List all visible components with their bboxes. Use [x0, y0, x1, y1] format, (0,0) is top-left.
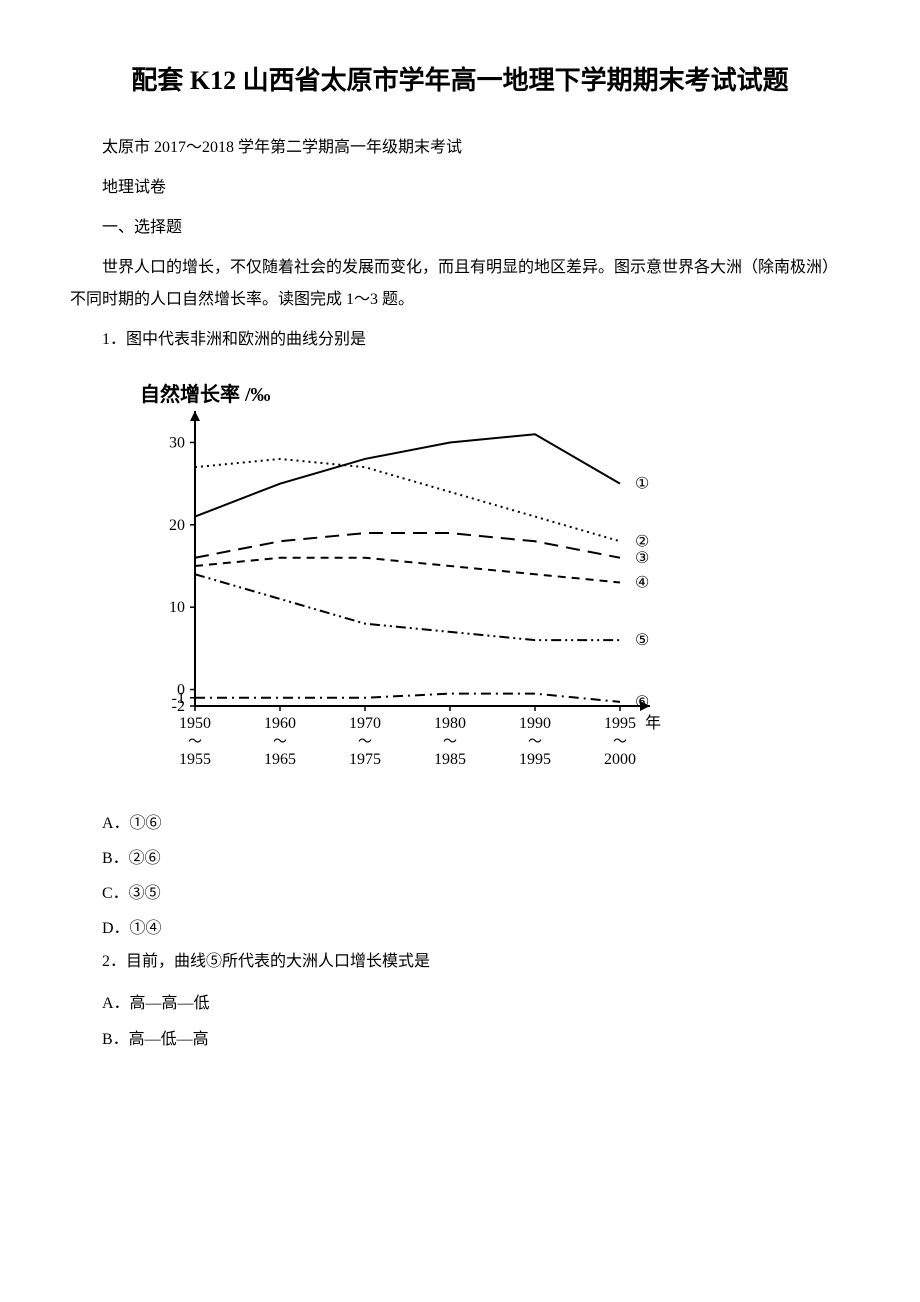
svg-text:～: ～	[613, 735, 627, 750]
svg-text:30: 30	[169, 434, 185, 451]
svg-text:1980: 1980	[434, 715, 466, 732]
svg-text:0: 0	[177, 681, 185, 698]
chart-svg: 自然增长率 /‰-2-101020301950～19551960～1965197…	[110, 371, 680, 791]
svg-text:1995: 1995	[604, 715, 636, 732]
svg-text:②: ②	[635, 533, 649, 550]
svg-text:20: 20	[169, 516, 185, 533]
svg-text:年: 年	[645, 714, 661, 732]
intro-text: 世界人口的增长，不仅随着社会的发展而变化，而且有明显的地区差异。图示意世界各大洲…	[70, 252, 850, 316]
svg-text:1990: 1990	[519, 715, 551, 732]
svg-text:～: ～	[528, 735, 542, 750]
svg-text:1960: 1960	[264, 715, 296, 732]
question-2: 2．目前，曲线⑤所代表的大洲人口增长模式是	[70, 946, 850, 978]
svg-text:⑥: ⑥	[635, 693, 649, 710]
q1-option-b: B．②⑥	[70, 841, 850, 876]
question-1: 1．图中代表非洲和欧洲的曲线分别是	[70, 324, 850, 356]
svg-text:1975: 1975	[349, 751, 381, 768]
svg-text:③: ③	[635, 549, 649, 566]
subtitle-1: 太原市 2017～2018 学年第二学期高一年级期末考试	[70, 132, 850, 164]
growth-rate-chart: 自然增长率 /‰-2-101020301950～19551960～1965197…	[110, 371, 850, 791]
q1-option-d: D．①④	[70, 911, 850, 946]
q2-option-a: A．高—高—低	[70, 986, 850, 1021]
section-heading: 一、选择题	[70, 212, 850, 244]
page-title: 配套 K12 山西省太原市学年高一地理下学期期末考试试题	[70, 60, 850, 102]
svg-text:①: ①	[635, 475, 649, 492]
q2-option-b: B．高—低—高	[70, 1022, 850, 1057]
svg-text:10: 10	[169, 599, 185, 616]
svg-text:～: ～	[443, 735, 457, 750]
subtitle-2: 地理试卷	[70, 172, 850, 204]
svg-text:1985: 1985	[434, 751, 466, 768]
svg-text:1950: 1950	[179, 715, 211, 732]
svg-text:⑤: ⑤	[635, 632, 649, 649]
svg-text:1955: 1955	[179, 751, 211, 768]
svg-text:1995: 1995	[519, 751, 551, 768]
svg-text:自然增长率 /‰: 自然增长率 /‰	[140, 382, 271, 406]
svg-text:～: ～	[358, 735, 372, 750]
svg-text:～: ～	[188, 735, 202, 750]
svg-text:～: ～	[273, 735, 287, 750]
svg-text:2000: 2000	[604, 751, 636, 768]
q1-option-c: C．③⑤	[70, 876, 850, 911]
svg-text:1965: 1965	[264, 751, 296, 768]
svg-text:1970: 1970	[349, 715, 381, 732]
svg-text:④: ④	[635, 574, 649, 591]
q1-option-a: A．①⑥	[70, 806, 850, 841]
